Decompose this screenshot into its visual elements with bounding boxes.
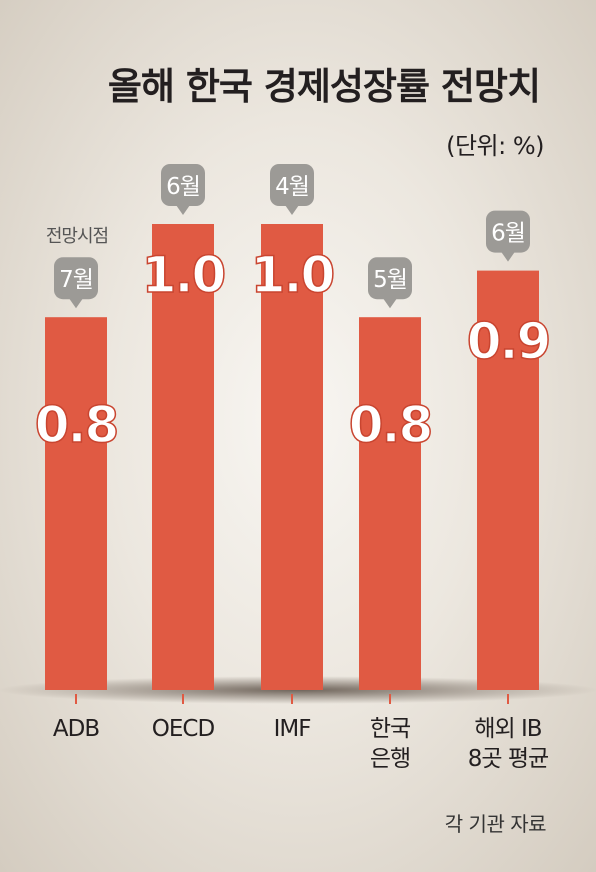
month-badge-box-4: [486, 210, 530, 253]
bar-0: [45, 317, 107, 690]
month-badge-box-3: [368, 257, 412, 300]
month-label-1: 6월: [166, 174, 200, 200]
value-label-4: 0.9: [467, 313, 550, 371]
month-badge-1: 6월: [161, 164, 205, 215]
month-badge-4: 6월: [486, 210, 530, 262]
unit-label: (단위: %): [446, 132, 544, 160]
value-label-2: 1.0: [251, 246, 334, 304]
category-label-4-0: 해외 IB: [474, 716, 541, 742]
month-badge-pointer-3: [383, 298, 397, 309]
value-label-1: 1.0: [142, 246, 225, 304]
month-badge-pointer-1: [176, 205, 190, 215]
bar-4: [477, 270, 539, 690]
month-label-2: 4월: [275, 174, 309, 200]
category-label-1-0: OECD: [152, 716, 215, 742]
category-label-3-0: 한국: [370, 716, 410, 742]
category-label-3-1: 은행: [370, 746, 410, 772]
forecast-timing-label: 전망시점: [45, 226, 109, 247]
month-badge-box-1: [161, 164, 205, 206]
month-badge-pointer-2: [285, 205, 299, 215]
month-label-4: 6월: [491, 221, 525, 247]
month-badge-box-0: [54, 257, 98, 300]
month-label-3: 5월: [373, 267, 407, 293]
month-badge-box-2: [270, 164, 314, 206]
month-badge-2: 4월: [270, 164, 314, 215]
source-note: 각 기관 자료: [444, 812, 547, 836]
month-badge-0: 7월: [54, 257, 98, 309]
month-label-0: 7월: [59, 267, 93, 293]
category-label-0-0: ADB: [53, 716, 99, 742]
chart-title: 올해 한국 경제성장률 전망치: [107, 65, 541, 108]
category-label-4-1: 8곳 평균: [468, 746, 548, 772]
month-badge-pointer-0: [69, 298, 83, 309]
bar-1: [152, 224, 214, 690]
value-label-0: 0.8: [35, 396, 118, 454]
bar-3: [359, 317, 421, 690]
month-badge-3: 5월: [368, 257, 412, 309]
value-label-3: 0.8: [349, 396, 432, 454]
month-badge-pointer-4: [501, 251, 515, 262]
category-label-2-0: IMF: [274, 716, 311, 742]
bar-2: [261, 224, 323, 690]
